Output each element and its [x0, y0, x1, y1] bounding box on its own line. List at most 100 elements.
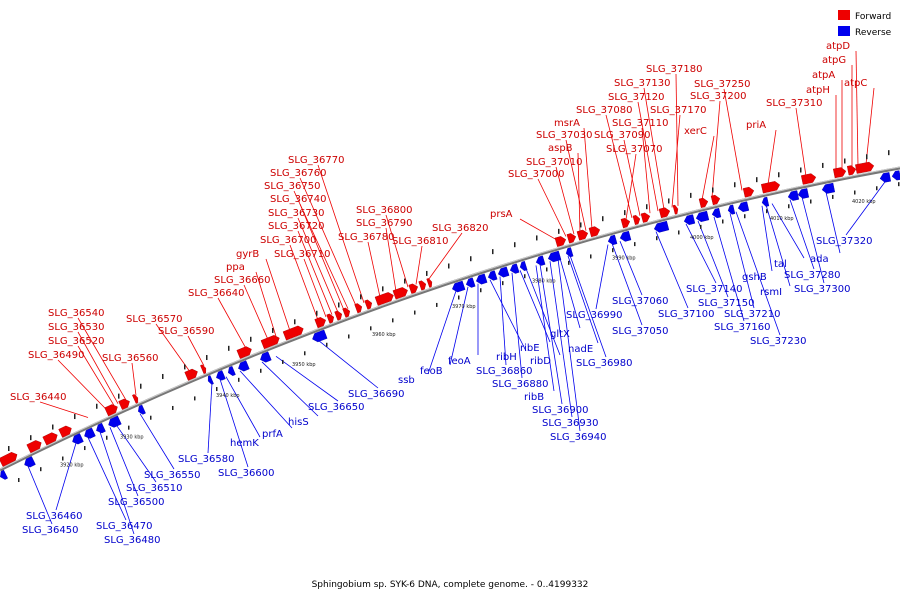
gene-arrow: [737, 201, 750, 212]
reverse-gene-block: [683, 214, 696, 225]
forward-gene-label: SLG_36540: [48, 308, 104, 319]
reverse-gene-label: SLG_36480: [104, 535, 160, 546]
reverse-gene-label: ribH: [496, 352, 517, 363]
forward-label-connector: [265, 258, 291, 331]
forward-label-connector: [537, 178, 567, 237]
forward-gene-block: [698, 197, 709, 208]
reverse-label-connector: [99, 431, 135, 535]
gene-arrow: [426, 278, 433, 288]
reverse-gene-label: ribB: [524, 392, 544, 403]
forward-label-connector: [155, 323, 191, 373]
minor-tick: [646, 204, 648, 210]
forward-gene-label: SLG_36820: [432, 223, 488, 234]
forward-gene-block: [833, 167, 847, 179]
gene-arrow: [797, 188, 810, 199]
reverse-gene-label: ssb: [398, 375, 415, 386]
forward-label-connector: [583, 127, 593, 230]
minor-tick: [712, 187, 714, 193]
reverse-gene-label: prfA: [262, 429, 283, 440]
gene-arrow: [566, 233, 577, 244]
forward-gene-label: SLG_37170: [650, 105, 706, 116]
forward-gene-block: [58, 425, 72, 438]
minor-tick: [810, 199, 812, 204]
reverse-label-connector: [685, 223, 717, 284]
gene-arrow: [742, 186, 755, 198]
reverse-gene-block: [96, 422, 106, 434]
minor-tick: [238, 377, 240, 382]
gene-arrow: [24, 456, 36, 468]
genome-caption: Sphingobium sp. SYK-6 DNA, complete geno…: [312, 580, 589, 590]
minor-tick: [272, 327, 274, 333]
forward-label-connector: [865, 87, 875, 165]
gene-arrow: [710, 194, 721, 206]
forward-gene-label: atpA: [812, 70, 835, 81]
forward-label-connector: [675, 73, 679, 206]
gene-arrow: [698, 197, 709, 208]
minor-tick: [866, 154, 868, 160]
minor-tick: [480, 288, 482, 293]
forward-gene-block: [632, 215, 641, 225]
forward-gene-block: [418, 280, 427, 291]
minor-tick: [700, 224, 702, 229]
kbp-tick-label: 4000 kbp: [690, 235, 714, 241]
minor-tick: [304, 351, 306, 356]
forward-label-connector: [701, 135, 715, 200]
forward-gene-block: [374, 292, 394, 306]
forward-gene-block: [342, 307, 351, 318]
forward-gene-label: priA: [746, 120, 766, 131]
forward-gene-block: [104, 404, 118, 417]
minor-tick: [436, 302, 438, 307]
forward-gene-block: [236, 346, 252, 359]
forward-gene-block: [132, 394, 139, 404]
gene-arrow: [535, 255, 546, 266]
gene-arrow: [632, 215, 641, 225]
legend-forward-label: Forward: [855, 12, 891, 22]
forward-label-connector: [671, 114, 681, 208]
forward-gene-block: [184, 368, 198, 381]
reverse-gene-label: SLG_37140: [686, 284, 742, 295]
minor-tick: [458, 295, 460, 300]
scale-ticks: 3920 kbp 3930 kbp 3940 kbp 3950 kbp 3960 kbp…: [8, 150, 900, 483]
forward-gene-label: SLG_37080: [576, 105, 632, 116]
forward-gene-block: [260, 335, 280, 350]
gene-arrow: [342, 307, 351, 318]
gene-arrow: [711, 207, 722, 219]
reverse-label-connector: [611, 243, 643, 326]
gene-arrow: [260, 335, 280, 350]
gene-arrow: [497, 266, 510, 278]
forward-label-connector: [297, 217, 339, 313]
reverse-gene-label: SLG_37150: [698, 298, 754, 309]
reverse-label-connector: [729, 213, 755, 309]
forward-gene-label: SLG_36800: [356, 205, 412, 216]
minor-tick: [634, 242, 636, 247]
forward-label-connector: [711, 100, 721, 198]
reverse-label-connector: [317, 339, 379, 389]
forward-label-connector: [77, 345, 115, 406]
kbp-tick-label: 3920 kbp: [60, 463, 84, 469]
reverse-gene-label: SLG_37280: [784, 270, 840, 281]
gene-arrow: [607, 234, 618, 245]
kbp-tick-label: 3960 kbp: [372, 332, 396, 338]
reverse-label-connector: [261, 361, 319, 417]
reverse-label-connector: [713, 216, 745, 322]
minor-tick: [250, 336, 252, 342]
forward-gene-label: SLG_36560: [102, 353, 158, 364]
reverse-label-connector: [559, 258, 581, 329]
reverse-gene-block: [891, 170, 900, 181]
legend-reverse-swatch: [838, 26, 850, 36]
minor-tick: [316, 310, 318, 316]
gene-arrow: [576, 229, 589, 241]
gene-arrow: [132, 394, 139, 404]
kbp-tick-label: 3930 kbp: [120, 435, 144, 441]
reverse-gene-label: gltX: [550, 329, 570, 340]
forward-label-connector: [39, 401, 89, 418]
gene-blocks: [0, 161, 900, 480]
gene-arrow: [184, 368, 198, 381]
reverse-gene-block: [509, 263, 520, 274]
forward-gene-label: ppa: [226, 262, 245, 273]
reverse-gene-label: SLG_36860: [476, 366, 532, 377]
gene-arrow: [855, 161, 875, 174]
minor-tick: [832, 194, 834, 199]
reverse-gene-label: feoB: [420, 366, 443, 377]
forward-label-connector: [767, 129, 777, 185]
